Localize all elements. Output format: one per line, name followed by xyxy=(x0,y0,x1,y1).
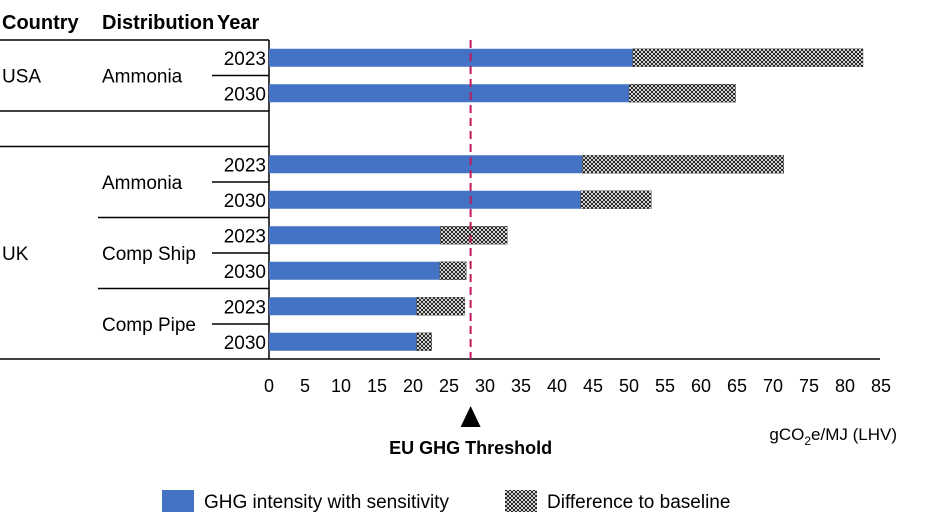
header-distribution: Distribution xyxy=(102,12,214,34)
bar-sensitivity-7 xyxy=(269,332,417,351)
year-label: 2023 xyxy=(224,49,266,70)
x-tick-label: 85 xyxy=(871,376,891,396)
x-tick-label: 70 xyxy=(763,376,783,396)
bar-sensitivity-3 xyxy=(269,190,581,209)
distribution-label: Comp Ship xyxy=(102,244,196,265)
x-tick-label: 75 xyxy=(799,376,819,396)
x-tick-label: 25 xyxy=(439,376,459,396)
distribution-label: Comp Pipe xyxy=(102,315,196,336)
x-axis-label: gCO2e/MJ (LHV) xyxy=(769,425,897,448)
country-label: UK xyxy=(2,244,29,265)
x-tick-label: 20 xyxy=(403,376,423,396)
bar-sensitivity-6 xyxy=(269,297,417,316)
bar-difference-7 xyxy=(416,332,432,351)
bar-difference-5 xyxy=(439,261,467,280)
x-tick-label: 35 xyxy=(511,376,531,396)
bar-difference-1 xyxy=(628,84,736,103)
year-label: 2030 xyxy=(224,84,266,105)
x-tick-label: 10 xyxy=(331,376,351,396)
year-label: 2023 xyxy=(224,226,266,247)
legend-swatch-difference xyxy=(505,490,537,512)
x-tick-label: 30 xyxy=(475,376,495,396)
bar-difference-4 xyxy=(440,226,508,245)
bar-sensitivity-0 xyxy=(269,48,633,67)
x-tick-label: 0 xyxy=(264,376,274,396)
x-tick-label: 60 xyxy=(691,376,711,396)
distribution-label: Ammonia xyxy=(102,173,183,194)
x-tick-label: 5 xyxy=(300,376,310,396)
distribution-label: Ammonia xyxy=(102,67,183,88)
header-country: Country xyxy=(2,12,80,34)
bar-difference-2 xyxy=(582,155,785,174)
bar-sensitivity-2 xyxy=(269,155,583,174)
x-tick-labels: 0 5 10 15 20 25 30 35 40 45 50 55 60 65 70 75 80 85 xyxy=(264,376,891,396)
legend-label-difference: Difference to baseline xyxy=(547,492,730,513)
bar-difference-0 xyxy=(632,48,864,67)
bar-sensitivity-5 xyxy=(269,261,440,280)
bar-difference-3 xyxy=(580,190,652,209)
row-labels: 2023 2030 Ammonia USA 2023 2030 Ammonia 2023 203… xyxy=(2,49,266,354)
x-tick-label: 55 xyxy=(655,376,675,396)
year-label: 2030 xyxy=(224,191,266,212)
x-tick-label: 65 xyxy=(727,376,747,396)
country-label: USA xyxy=(2,67,41,88)
year-label: 2023 xyxy=(224,297,266,318)
bars xyxy=(269,48,864,351)
x-tick-label: 50 xyxy=(619,376,639,396)
x-tick-label: 80 xyxy=(835,376,855,396)
year-label: 2030 xyxy=(224,333,266,354)
bar-sensitivity-1 xyxy=(269,84,629,103)
legend-swatch-sensitivity xyxy=(162,490,194,512)
header-year: Year xyxy=(217,12,259,34)
threshold-label: EU GHG Threshold xyxy=(389,438,552,458)
legend-label-sensitivity: GHG intensity with sensitivity xyxy=(204,492,449,513)
year-label: 2023 xyxy=(224,155,266,176)
legend: GHG intensity with sensitivity Differenc… xyxy=(162,490,730,513)
threshold-marker-icon xyxy=(460,406,481,427)
bar-sensitivity-4 xyxy=(269,226,441,245)
bar-difference-6 xyxy=(416,297,466,316)
x-tick-label: 40 xyxy=(547,376,567,396)
x-tick-label: 15 xyxy=(367,376,387,396)
x-tick-label: 45 xyxy=(583,376,603,396)
year-label: 2030 xyxy=(224,262,266,283)
